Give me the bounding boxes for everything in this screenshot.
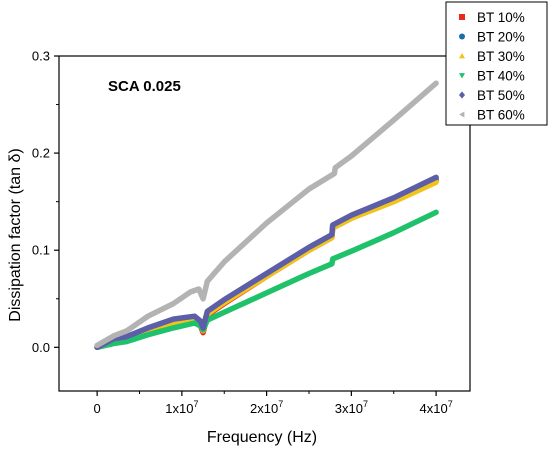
legend-label-4: BT 40% <box>477 69 525 84</box>
legend: BT 10% BT 20% BT 30% BT 40% BT 50% BT 60% <box>445 1 548 126</box>
x-tick-label: 1x107 <box>165 399 198 416</box>
legend-label-2: BT 20% <box>477 30 525 45</box>
plot-frame <box>58 55 471 392</box>
legend-label-1: BT 10% <box>477 10 525 25</box>
y-tick-label: 0.1 <box>32 243 50 258</box>
legend-marker-3 <box>459 53 465 59</box>
series-layer <box>94 80 439 351</box>
legend-marker-6 <box>459 111 465 118</box>
x-tick-label: 4x107 <box>419 399 452 416</box>
legend-label-6: BT 60% <box>477 108 525 123</box>
series-line-3 <box>94 179 439 351</box>
y-tick-label: 0.0 <box>32 340 50 355</box>
legend-marker-2 <box>459 33 465 40</box>
axis-layer: 0 1x107 2x107 3x107 4x107 0.0 0.1 0.2 0.3 <box>32 49 453 417</box>
legend-label-5: BT 50% <box>477 88 525 103</box>
y-tick-label: 0.3 <box>32 49 50 64</box>
y-tick-label: 0.2 <box>32 146 50 161</box>
y-axis-title: Dissipation factor (tan δ) <box>7 148 24 321</box>
legend-label-3: BT 30% <box>477 49 525 64</box>
x-tick-label: 0 <box>94 401 101 416</box>
x-tick-label: 2x107 <box>250 399 283 416</box>
legend-marker-4 <box>459 73 465 79</box>
series-line-5 <box>94 174 439 351</box>
legend-box <box>445 1 548 126</box>
series-line-6 <box>94 80 439 349</box>
x-tick-label: 3x107 <box>335 399 368 416</box>
chart-annotation: SCA 0.025 <box>108 78 181 95</box>
legend-marker-5 <box>459 91 465 99</box>
legend-marker-1 <box>459 14 465 20</box>
x-axis-title: Frequency (Hz) <box>207 429 317 446</box>
